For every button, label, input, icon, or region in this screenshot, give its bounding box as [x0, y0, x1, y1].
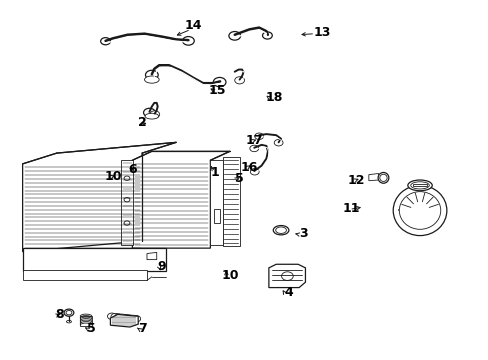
Circle shape: [228, 32, 240, 40]
Circle shape: [234, 77, 244, 84]
Circle shape: [121, 315, 130, 321]
Text: 1: 1: [210, 166, 219, 179]
Ellipse shape: [145, 113, 158, 119]
Text: 10: 10: [104, 170, 122, 183]
Circle shape: [150, 111, 159, 118]
Circle shape: [124, 221, 130, 225]
Circle shape: [262, 32, 272, 39]
Circle shape: [274, 139, 283, 146]
Circle shape: [111, 314, 120, 320]
Ellipse shape: [144, 76, 159, 83]
Text: 9: 9: [157, 260, 165, 273]
Text: 12: 12: [347, 174, 365, 186]
Text: 5: 5: [86, 322, 95, 335]
Ellipse shape: [377, 172, 388, 183]
Text: 5: 5: [235, 172, 244, 185]
Ellipse shape: [275, 227, 286, 233]
Polygon shape: [22, 142, 176, 252]
Ellipse shape: [399, 192, 440, 229]
Text: 14: 14: [184, 19, 202, 32]
Circle shape: [254, 133, 263, 139]
Polygon shape: [121, 159, 133, 244]
Polygon shape: [147, 252, 157, 260]
Polygon shape: [412, 184, 427, 186]
Circle shape: [118, 314, 126, 320]
Circle shape: [124, 176, 130, 180]
Ellipse shape: [66, 320, 71, 323]
Ellipse shape: [273, 226, 288, 235]
Circle shape: [249, 145, 258, 152]
Circle shape: [64, 309, 74, 316]
Text: 15: 15: [208, 84, 226, 97]
Circle shape: [281, 272, 293, 280]
Circle shape: [128, 315, 137, 321]
Text: 8: 8: [55, 308, 63, 321]
Circle shape: [124, 198, 130, 202]
Polygon shape: [368, 174, 378, 181]
Text: 13: 13: [313, 27, 330, 40]
Polygon shape: [22, 270, 147, 280]
Ellipse shape: [392, 185, 446, 235]
Text: 17: 17: [245, 134, 263, 147]
Polygon shape: [213, 209, 219, 223]
Circle shape: [124, 315, 133, 321]
Ellipse shape: [410, 182, 428, 189]
Text: 11: 11: [342, 202, 360, 215]
Ellipse shape: [407, 180, 431, 191]
Circle shape: [250, 168, 259, 175]
Text: 16: 16: [240, 161, 258, 174]
Circle shape: [101, 38, 110, 45]
Circle shape: [213, 77, 225, 87]
Text: 2: 2: [138, 116, 146, 129]
Circle shape: [182, 37, 194, 45]
Text: 18: 18: [264, 91, 282, 104]
Polygon shape: [132, 151, 229, 248]
Text: 10: 10: [221, 269, 238, 282]
Circle shape: [145, 70, 158, 80]
Polygon shape: [222, 157, 239, 246]
Circle shape: [114, 314, 123, 320]
Circle shape: [107, 313, 116, 319]
Circle shape: [66, 311, 72, 315]
Text: 4: 4: [284, 287, 292, 300]
Ellipse shape: [379, 174, 386, 181]
Circle shape: [143, 108, 155, 117]
Polygon shape: [110, 315, 138, 327]
Polygon shape: [268, 264, 305, 288]
Text: 3: 3: [298, 227, 306, 240]
Text: 7: 7: [138, 322, 146, 335]
Polygon shape: [22, 248, 166, 271]
Polygon shape: [210, 159, 222, 244]
Circle shape: [132, 316, 141, 322]
Text: 6: 6: [128, 163, 136, 176]
